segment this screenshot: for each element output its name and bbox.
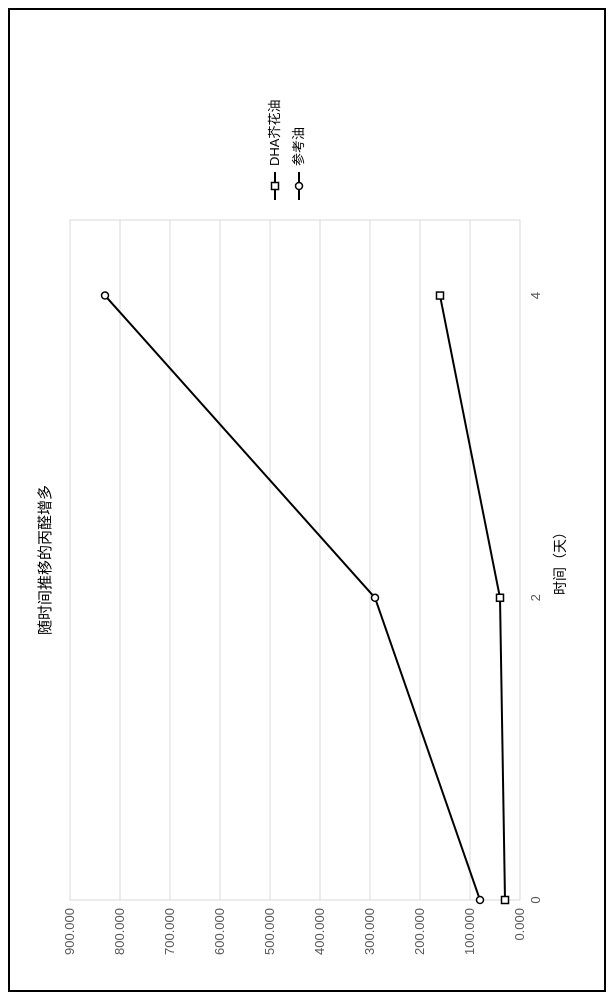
- svg-text:0: 0: [528, 896, 543, 903]
- svg-text:800.000: 800.000: [112, 908, 127, 955]
- svg-text:500.000: 500.000: [262, 908, 277, 955]
- svg-text:300.000: 300.000: [362, 908, 377, 955]
- svg-text:时间（天）: 时间（天）: [552, 525, 568, 595]
- line-chart: 0.000 100.000 200.000 300.000 400.000 500.000…: [20, 20, 594, 980]
- svg-text:随时间推移的丙醛增多: 随时间推移的丙醛增多: [37, 485, 54, 635]
- svg-text:400.000: 400.000: [312, 908, 327, 955]
- svg-text:0.000: 0.000: [512, 908, 527, 941]
- svg-text:4: 4: [528, 292, 543, 299]
- svg-text:200.000: 200.000: [412, 908, 427, 955]
- svg-text:参考油: 参考油: [291, 127, 306, 166]
- svg-text:700.000: 700.000: [162, 908, 177, 955]
- svg-text:DHA芥花油: DHA芥花油: [267, 100, 282, 166]
- chart-container: 0.000 100.000 200.000 300.000 400.000 500.000…: [20, 20, 594, 980]
- svg-text:100.000: 100.000: [462, 908, 477, 955]
- svg-text:600.000: 600.000: [212, 908, 227, 955]
- chart-rotated-wrapper: 0.000 100.000 200.000 300.000 400.000 500.000…: [20, 20, 594, 980]
- svg-text:2: 2: [528, 594, 543, 601]
- svg-text:900.000: 900.000: [62, 908, 77, 955]
